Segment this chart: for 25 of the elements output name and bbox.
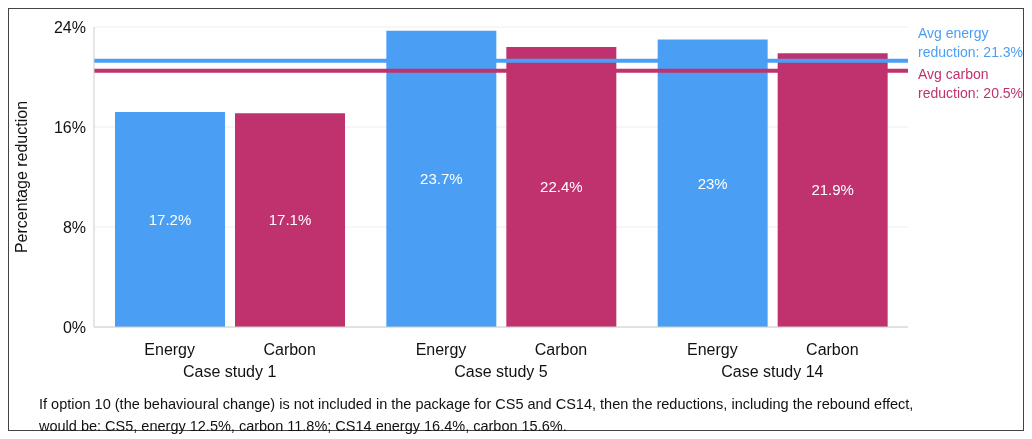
x-tick-label: Case study 14 <box>721 363 824 380</box>
text: Energy <box>415 341 467 358</box>
data-label: 17.1% <box>268 211 312 229</box>
y-axis-title: Percentage reduction <box>12 100 30 254</box>
series-label: Carbon <box>263 341 316 358</box>
y-tick-label: 24% <box>53 18 86 36</box>
data-label: 21.9% <box>811 181 854 199</box>
ref-line-label: Avg carbon reduction: 20.5% <box>918 65 1024 101</box>
bar <box>235 113 345 327</box>
series-label: Energy <box>144 341 196 358</box>
text: Carbon <box>806 341 859 358</box>
text: If option 10 (the behavioural change) is not included in the package for CS5 and CS14, then the reductions, including the rebound effect, would be: CS5, energy 12.5%, carbon 11.8%; CS14 energy 16.4%, carbon 15.6%. <box>39 395 915 436</box>
x-tick-label: Case study 5 <box>454 363 548 380</box>
data-label: 23.7% <box>420 170 463 188</box>
ref-line-label: Avg energy reduction: 21.3% <box>918 24 1024 60</box>
bar <box>115 112 225 327</box>
y-tick-label: 8% <box>62 218 86 236</box>
y-tick-label: 0% <box>62 318 86 336</box>
data-label: 22.4% <box>540 178 583 196</box>
y-tick-label: 16% <box>53 118 86 136</box>
text: Carbon <box>534 341 588 358</box>
data-label: 23% <box>697 174 728 192</box>
data-label: 17.2% <box>148 210 192 228</box>
text: Energy <box>686 341 738 358</box>
x-tick-label: Case study 1 <box>182 363 277 380</box>
